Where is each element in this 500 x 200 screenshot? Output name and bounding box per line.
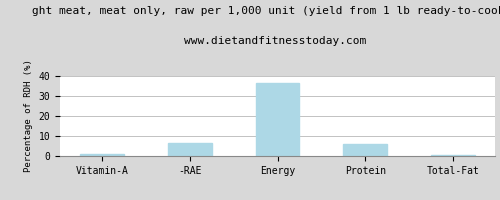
Bar: [256, 83, 300, 156]
Text: www.dietandfitnesstoday.com: www.dietandfitnesstoday.com: [184, 36, 366, 46]
Bar: [80, 154, 124, 156]
Y-axis label: Percentage of RDH (%): Percentage of RDH (%): [24, 60, 33, 172]
Bar: [432, 155, 475, 156]
Text: ght meat, meat only, raw per 1,000 unit (yield from 1 lb ready-to-cook c: ght meat, meat only, raw per 1,000 unit …: [32, 6, 500, 16]
Bar: [168, 143, 212, 156]
Bar: [344, 144, 388, 156]
